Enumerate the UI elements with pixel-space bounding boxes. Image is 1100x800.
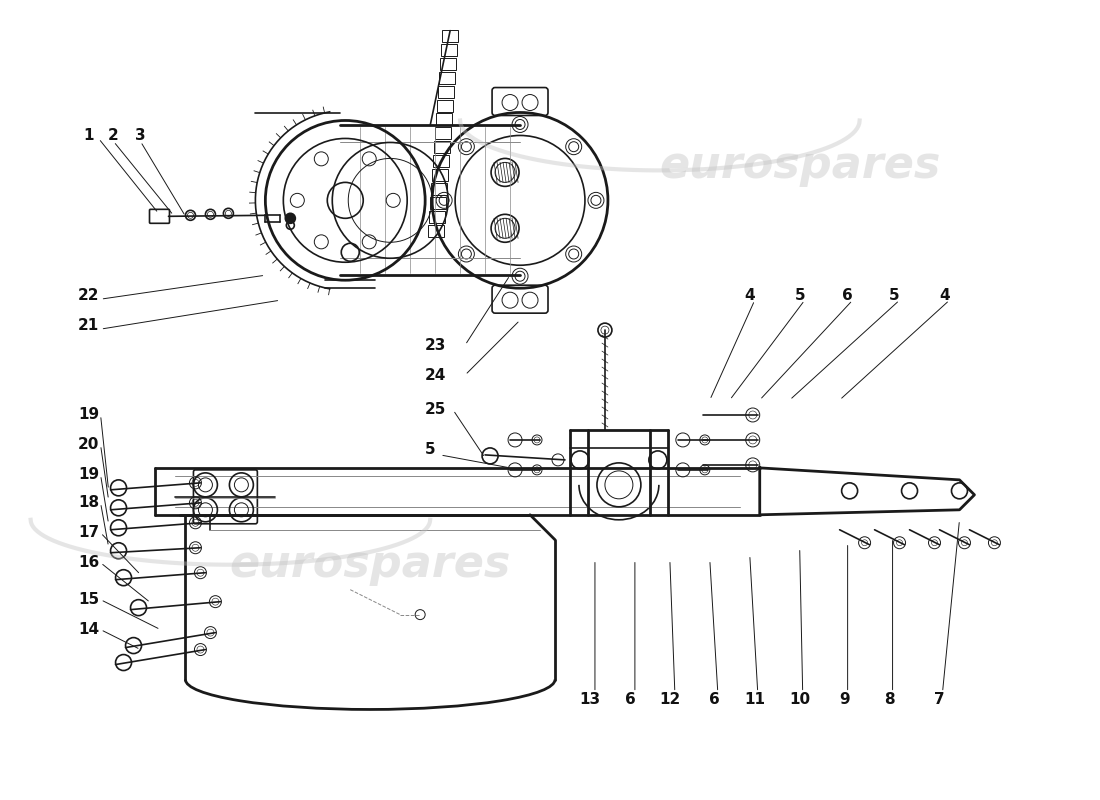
Text: 24: 24 xyxy=(425,367,446,382)
Text: 11: 11 xyxy=(745,692,766,707)
Text: 22: 22 xyxy=(78,288,99,302)
Text: 5: 5 xyxy=(889,288,900,302)
Text: 7: 7 xyxy=(934,692,945,707)
FancyBboxPatch shape xyxy=(434,142,450,154)
FancyBboxPatch shape xyxy=(194,470,257,524)
FancyBboxPatch shape xyxy=(441,44,458,55)
Text: 23: 23 xyxy=(425,338,446,353)
FancyBboxPatch shape xyxy=(439,71,455,83)
Text: 3: 3 xyxy=(135,128,146,143)
Text: 6: 6 xyxy=(625,692,636,707)
FancyBboxPatch shape xyxy=(150,210,169,223)
FancyBboxPatch shape xyxy=(430,198,447,210)
Text: 6: 6 xyxy=(843,288,852,302)
Text: 9: 9 xyxy=(839,692,850,707)
Text: 14: 14 xyxy=(78,622,99,637)
Text: 21: 21 xyxy=(78,318,99,333)
FancyBboxPatch shape xyxy=(429,211,446,223)
Text: 5: 5 xyxy=(794,288,805,302)
Text: 5: 5 xyxy=(425,442,436,458)
Circle shape xyxy=(285,214,295,223)
FancyBboxPatch shape xyxy=(437,99,453,111)
Text: 15: 15 xyxy=(78,592,99,607)
Text: 6: 6 xyxy=(710,692,720,707)
Text: 19: 19 xyxy=(78,467,99,482)
Text: 25: 25 xyxy=(425,402,446,418)
FancyBboxPatch shape xyxy=(440,58,456,70)
Text: 19: 19 xyxy=(78,407,99,422)
FancyBboxPatch shape xyxy=(436,114,452,126)
Text: 17: 17 xyxy=(78,526,99,540)
Text: eurospares: eurospares xyxy=(659,144,940,187)
Text: 10: 10 xyxy=(789,692,811,707)
Text: 13: 13 xyxy=(580,692,601,707)
FancyBboxPatch shape xyxy=(492,87,548,115)
Text: 8: 8 xyxy=(884,692,895,707)
Text: 4: 4 xyxy=(939,288,949,302)
Text: 12: 12 xyxy=(659,692,681,707)
FancyBboxPatch shape xyxy=(438,86,454,98)
FancyBboxPatch shape xyxy=(428,226,444,238)
Text: 16: 16 xyxy=(78,555,99,570)
FancyBboxPatch shape xyxy=(433,155,449,167)
Text: 20: 20 xyxy=(78,438,99,453)
FancyBboxPatch shape xyxy=(432,170,448,182)
Text: 2: 2 xyxy=(108,128,119,143)
FancyBboxPatch shape xyxy=(442,30,458,42)
Text: 1: 1 xyxy=(84,128,94,143)
Text: 18: 18 xyxy=(78,495,99,510)
FancyBboxPatch shape xyxy=(492,285,548,313)
Text: 4: 4 xyxy=(745,288,755,302)
FancyBboxPatch shape xyxy=(436,127,451,139)
Text: eurospares: eurospares xyxy=(230,543,510,586)
FancyBboxPatch shape xyxy=(431,183,447,195)
